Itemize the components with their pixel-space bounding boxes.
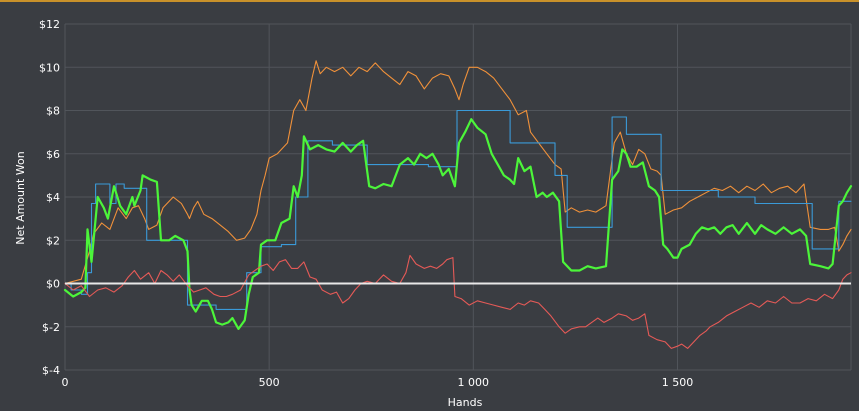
y-tick-label: $0 [46, 278, 60, 291]
y-tick-label: $12 [39, 18, 60, 31]
x-axis-ticks: 0 500 1 000 1 500 [62, 376, 694, 389]
y-tick-label: $6 [46, 148, 60, 161]
x-tick-label: 1 500 [662, 376, 694, 389]
top-accent-border [0, 0, 859, 2]
series-line-3 [63, 118, 853, 330]
y-tick-label: $10 [39, 61, 60, 74]
y-tick-label: $4 [46, 191, 60, 204]
y-axis-ticks: $-4 $-2 $0 $2 $4 $6 $8 $10 $12 [39, 18, 60, 377]
series-line-4 [64, 254, 852, 349]
series-lines [63, 60, 853, 349]
x-tick-label: 500 [259, 376, 280, 389]
y-tick-label: $-2 [42, 321, 60, 334]
y-tick-label: $8 [46, 105, 60, 118]
series-line-1 [64, 60, 852, 285]
x-tick-label: 1 000 [458, 376, 490, 389]
y-tick-label: $2 [46, 234, 60, 247]
y-axis-title: Net Amount Won [14, 151, 27, 244]
x-tick-label: 0 [62, 376, 69, 389]
x-axis-title: Hands [448, 396, 483, 409]
y-tick-label: $-4 [42, 364, 60, 377]
series-line-2 [64, 109, 852, 310]
